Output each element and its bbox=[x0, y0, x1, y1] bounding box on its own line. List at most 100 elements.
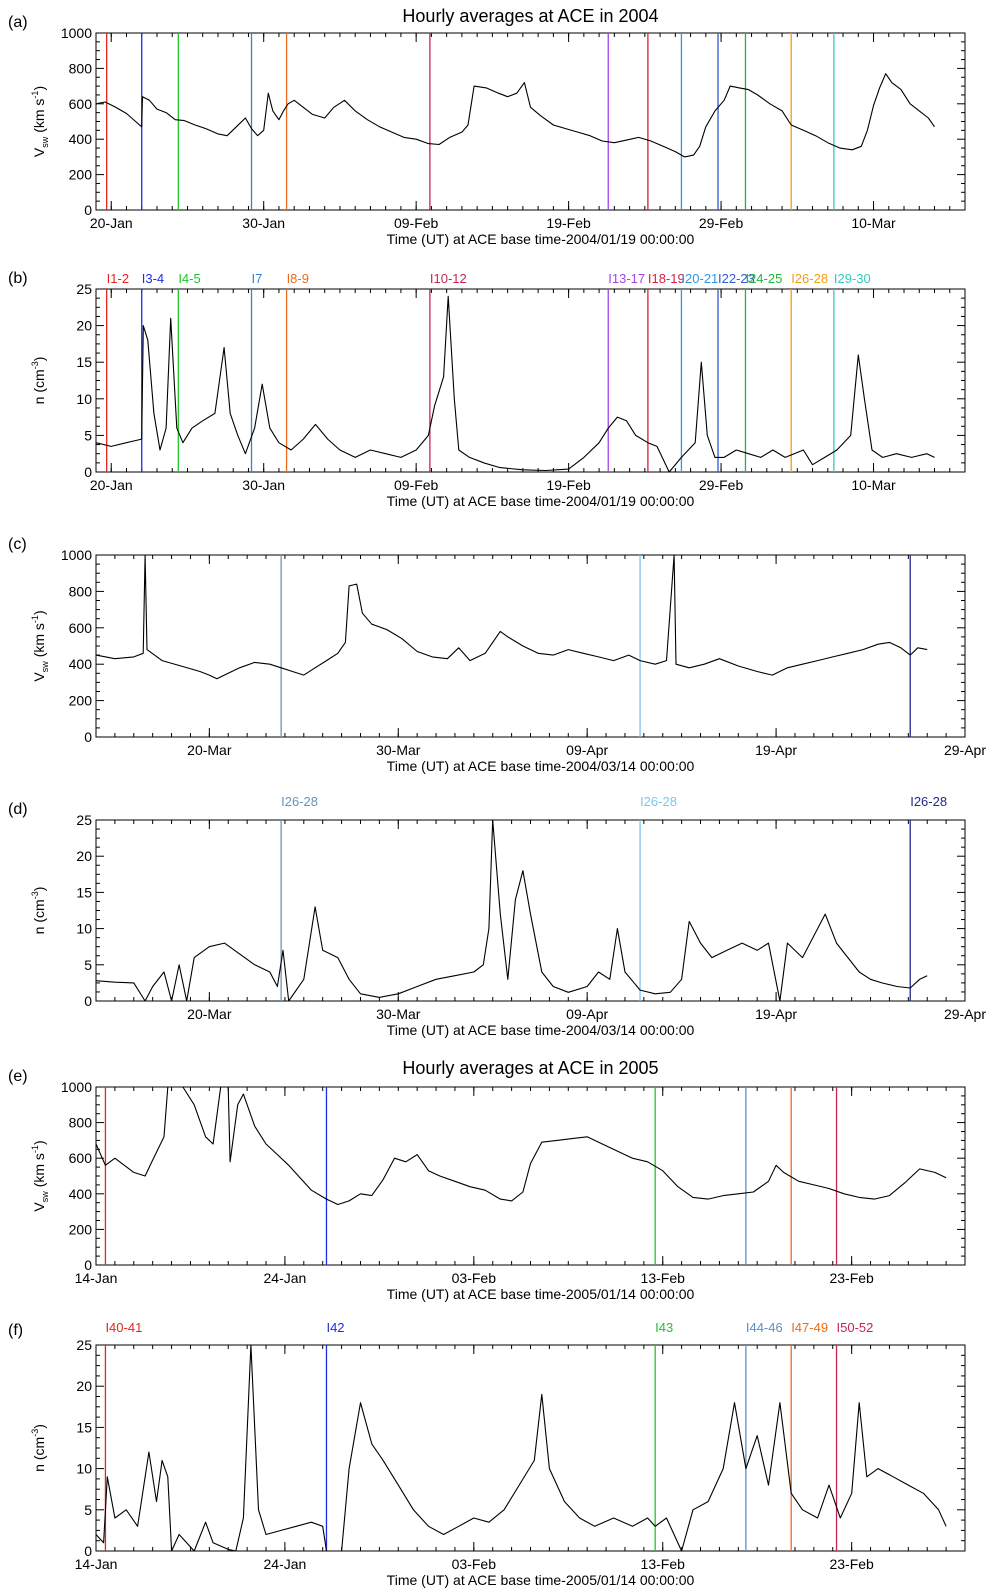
x-tick-label: 19-Feb bbox=[546, 215, 591, 231]
x-tick-label: 30-Jan bbox=[242, 215, 285, 231]
y-label-close: ) bbox=[31, 1424, 47, 1429]
event-marker-label: I26-28 bbox=[910, 794, 947, 809]
y-axis-label: n (cm-3) bbox=[30, 1424, 47, 1472]
event-marker-label: I26-28 bbox=[281, 794, 318, 809]
y-tick-label: 200 bbox=[69, 167, 93, 183]
x-axis-label: Time (UT) at ACE base time-2004/01/19 00… bbox=[387, 493, 695, 509]
y-label-close: ) bbox=[31, 610, 47, 615]
x-tick-label: 20-Mar bbox=[187, 1006, 232, 1022]
y-tick-label: 15 bbox=[76, 354, 92, 370]
y-label-unit: (km s bbox=[31, 1153, 47, 1187]
x-tick-label: 29-Apr bbox=[944, 1006, 986, 1022]
x-tick-label: 09-Apr bbox=[566, 742, 608, 758]
event-marker-label: I4-5 bbox=[178, 271, 200, 286]
y-label-unit: (km s bbox=[31, 623, 47, 657]
x-tick-label: 30-Mar bbox=[376, 1006, 421, 1022]
plot-frame bbox=[95, 288, 966, 473]
y-label-main: n bbox=[31, 1464, 47, 1472]
y-tick-label: 25 bbox=[76, 812, 92, 828]
event-marker-label: I3-4 bbox=[142, 271, 164, 286]
x-tick-label: 24-Jan bbox=[264, 1270, 307, 1286]
y-tick-label: 0 bbox=[84, 202, 92, 218]
x-tick-label: 29-Feb bbox=[699, 215, 744, 231]
x-tick-label: 03-Feb bbox=[452, 1556, 497, 1572]
y-tick-label: 600 bbox=[69, 96, 93, 112]
y-label-main: V bbox=[31, 672, 47, 682]
y-tick-label: 600 bbox=[69, 620, 93, 636]
event-marker-label: I18-19 bbox=[648, 271, 685, 286]
y-tick-label: 400 bbox=[69, 131, 93, 147]
y-label-close: ) bbox=[31, 357, 47, 362]
y-tick-label: 5 bbox=[84, 957, 92, 973]
x-tick-label: 29-Feb bbox=[699, 477, 744, 493]
y-label-exp: -3 bbox=[30, 1429, 40, 1437]
panel-f: (f) 0 5 10 15 20 25 14-Jan 24-Jan 03-Feb 13-Feb 23-… bbox=[8, 1320, 966, 1588]
x-tick-label: 13-Feb bbox=[641, 1270, 686, 1286]
event-marker-label: I43 bbox=[655, 1320, 673, 1335]
data-series-line bbox=[95, 1086, 947, 1206]
event-marker-label: I47-49 bbox=[791, 1320, 828, 1335]
data-series-line bbox=[95, 1344, 947, 1552]
event-marker-label: I13-17 bbox=[608, 271, 645, 286]
y-tick-label: 15 bbox=[76, 1419, 92, 1435]
plot-frame bbox=[95, 554, 966, 738]
plot-frame bbox=[95, 1086, 966, 1266]
x-tick-label: 09-Feb bbox=[394, 477, 439, 493]
y-tick-label: 0 bbox=[84, 1543, 92, 1559]
y-tick-label: 20 bbox=[76, 848, 92, 864]
y-tick-label: 600 bbox=[69, 1150, 93, 1166]
x-tick-label: 23-Feb bbox=[829, 1556, 874, 1572]
chart-title: Hourly averages at ACE in 2005 bbox=[402, 1058, 658, 1078]
y-label-main: V bbox=[31, 147, 47, 157]
y-tick-label: 200 bbox=[69, 1221, 93, 1237]
y-tick-label: 0 bbox=[84, 1257, 92, 1273]
x-tick-label: 29-Apr bbox=[944, 742, 986, 758]
y-tick-label: 1000 bbox=[61, 547, 92, 563]
y-tick-label: 800 bbox=[69, 1115, 93, 1131]
y-tick-label: 800 bbox=[69, 60, 93, 76]
panel-a: (a) Hourly averages at ACE in 2004 0 200 400… bbox=[8, 6, 966, 247]
panel-letter: (b) bbox=[8, 270, 28, 287]
event-marker-label: I26-28 bbox=[640, 794, 677, 809]
y-tick-label: 20 bbox=[76, 1378, 92, 1394]
y-tick-label: 0 bbox=[84, 993, 92, 1009]
y-label-exp: -1 bbox=[30, 1145, 40, 1153]
event-marker-label: I50-52 bbox=[837, 1320, 874, 1335]
x-tick-label: 10-Mar bbox=[851, 215, 896, 231]
panel-d: (d) 0 5 10 15 20 25 20-Mar 30-Mar 09-Apr 19-Apr 29-… bbox=[8, 794, 986, 1038]
y-axis-label: Vsw (km s-1) bbox=[30, 1140, 50, 1211]
x-tick-label: 03-Feb bbox=[452, 1270, 497, 1286]
y-tick-label: 20 bbox=[76, 318, 92, 334]
x-tick-label: 19-Apr bbox=[755, 742, 797, 758]
x-tick-label: 30-Jan bbox=[242, 477, 285, 493]
event-marker-label: I8-9 bbox=[287, 271, 309, 286]
y-label-exp: -1 bbox=[30, 615, 40, 623]
event-marker-label: I44-46 bbox=[746, 1320, 783, 1335]
y-tick-label: 25 bbox=[76, 1337, 92, 1353]
x-axis-label: Time (UT) at ACE base time-2004/03/14 00… bbox=[387, 1022, 695, 1038]
x-tick-label: 09-Feb bbox=[394, 215, 439, 231]
y-label-close: ) bbox=[31, 1140, 47, 1145]
event-marker-label: I1-2 bbox=[107, 271, 129, 286]
panel-letter: (a) bbox=[8, 14, 28, 31]
y-label-unit: (cm bbox=[31, 369, 47, 392]
y-tick-label: 0 bbox=[84, 729, 92, 745]
x-tick-label: 20-Jan bbox=[90, 477, 133, 493]
x-tick-label: 20-Mar bbox=[187, 742, 232, 758]
y-tick-label: 5 bbox=[84, 427, 92, 443]
panel-b: (b) 0 5 10 15 20 25 20-Jan 30-Jan 09-Feb 19-Feb 29-… bbox=[8, 270, 966, 509]
y-tick-label: 10 bbox=[76, 391, 92, 407]
y-label-sub: sw bbox=[40, 1191, 50, 1203]
y-label-unit: (cm bbox=[31, 899, 47, 922]
event-marker-label: I29-30 bbox=[834, 271, 871, 286]
x-tick-label: 14-Jan bbox=[75, 1270, 118, 1286]
y-tick-label: 1000 bbox=[61, 1079, 92, 1095]
event-marker-label: I24-25 bbox=[745, 271, 782, 286]
plot-frame bbox=[95, 1344, 966, 1552]
chart-title: Hourly averages at ACE in 2004 bbox=[402, 6, 658, 26]
y-tick-label: 200 bbox=[69, 693, 93, 709]
panel-letter: (d) bbox=[8, 801, 28, 818]
x-tick-label: 23-Feb bbox=[829, 1270, 874, 1286]
event-marker-label: I7 bbox=[252, 271, 263, 286]
y-label-sub: sw bbox=[40, 661, 50, 673]
